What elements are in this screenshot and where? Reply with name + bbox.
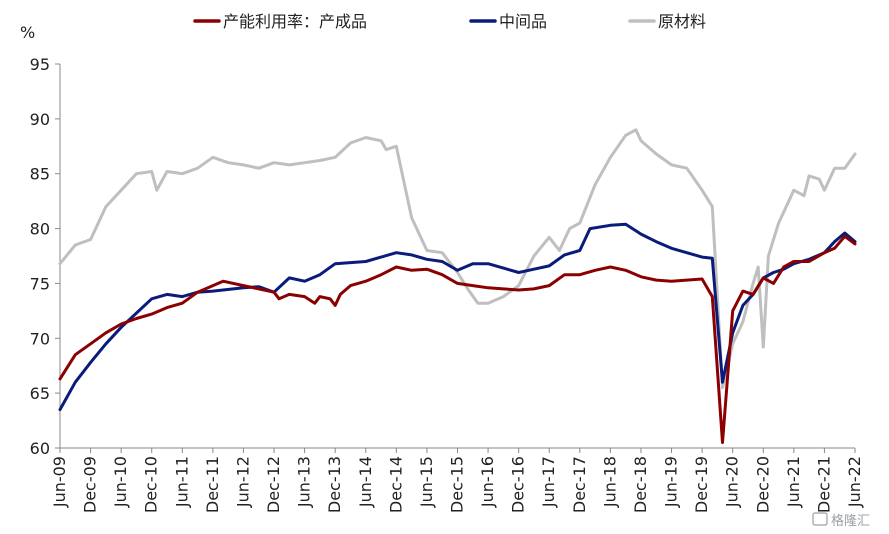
legend-label-1: 中间品 — [499, 12, 547, 31]
x-tick-label: Dec-19 — [692, 456, 711, 513]
x-tick-label: Dec-17 — [570, 456, 589, 513]
x-tick-label: Jun-16 — [478, 456, 497, 508]
y-tick-label: 95 — [30, 55, 50, 74]
x-tick-label: Dec-14 — [386, 456, 405, 513]
y-axis: 60 65 70 75 80 85 90 95 — [30, 55, 61, 458]
x-tick-label: Jun-21 — [784, 456, 803, 508]
series-line-1 — [58, 222, 857, 412]
y-tick-label: 80 — [30, 220, 50, 239]
watermark: 格隆汇 — [812, 512, 870, 529]
x-tick-label: Dec-21 — [814, 456, 833, 513]
x-tick-label: Dec-11 — [203, 456, 222, 513]
x-tick-label: Dec-18 — [631, 456, 650, 513]
x-tick-label: Dec-20 — [753, 456, 772, 513]
x-tick-label: Jun-12 — [233, 456, 252, 508]
legend-label-2: 原材料 — [658, 12, 706, 31]
watermark-logo-icon — [812, 512, 828, 526]
x-axis: Jun-09 Dec-09 Jun-10 Dec-10 Jun-11 Dec-11 Jun-… — [50, 447, 864, 513]
series-layer — [58, 128, 857, 444]
legend-label-0: 产能利用率：产成品 — [223, 12, 367, 31]
x-tick-label: Jun-19 — [662, 456, 681, 508]
x-tick-label: Jun-22 — [845, 456, 864, 508]
x-tick-label: Dec-12 — [264, 456, 283, 513]
y-tick-label: 85 — [30, 165, 50, 184]
x-tick-label: Jun-10 — [111, 456, 130, 508]
x-tick-label: Jun-15 — [417, 456, 436, 508]
x-tick-label: Jun-20 — [723, 456, 742, 508]
y-tick-label: 75 — [30, 274, 50, 293]
y-tick-label: 60 — [30, 439, 50, 458]
x-tick-label: Dec-16 — [509, 456, 528, 513]
y-tick-label: 65 — [30, 384, 50, 403]
y-unit-label: % — [20, 23, 35, 42]
y-tick-label: 70 — [30, 329, 50, 348]
x-tick-label: Jun-11 — [172, 456, 191, 508]
x-tick-label: Dec-13 — [325, 456, 344, 513]
series-line-0 — [58, 234, 857, 444]
series-line-2 — [58, 128, 857, 390]
y-tick-label: 90 — [30, 110, 50, 129]
legend: 产能利用率：产成品 中间品 原材料 — [193, 12, 706, 31]
x-tick-label: Jun-17 — [539, 456, 558, 508]
x-tick-label: Dec-09 — [81, 456, 100, 513]
x-tick-label: Dec-15 — [448, 456, 467, 513]
x-tick-label: Dec-10 — [142, 456, 161, 513]
x-tick-label: Jun-09 — [50, 456, 69, 508]
watermark-text: 格隆汇 — [831, 513, 870, 529]
x-tick-label: Jun-18 — [600, 456, 619, 508]
x-tick-label: Jun-14 — [356, 456, 375, 508]
x-tick-label: Jun-13 — [295, 456, 314, 508]
